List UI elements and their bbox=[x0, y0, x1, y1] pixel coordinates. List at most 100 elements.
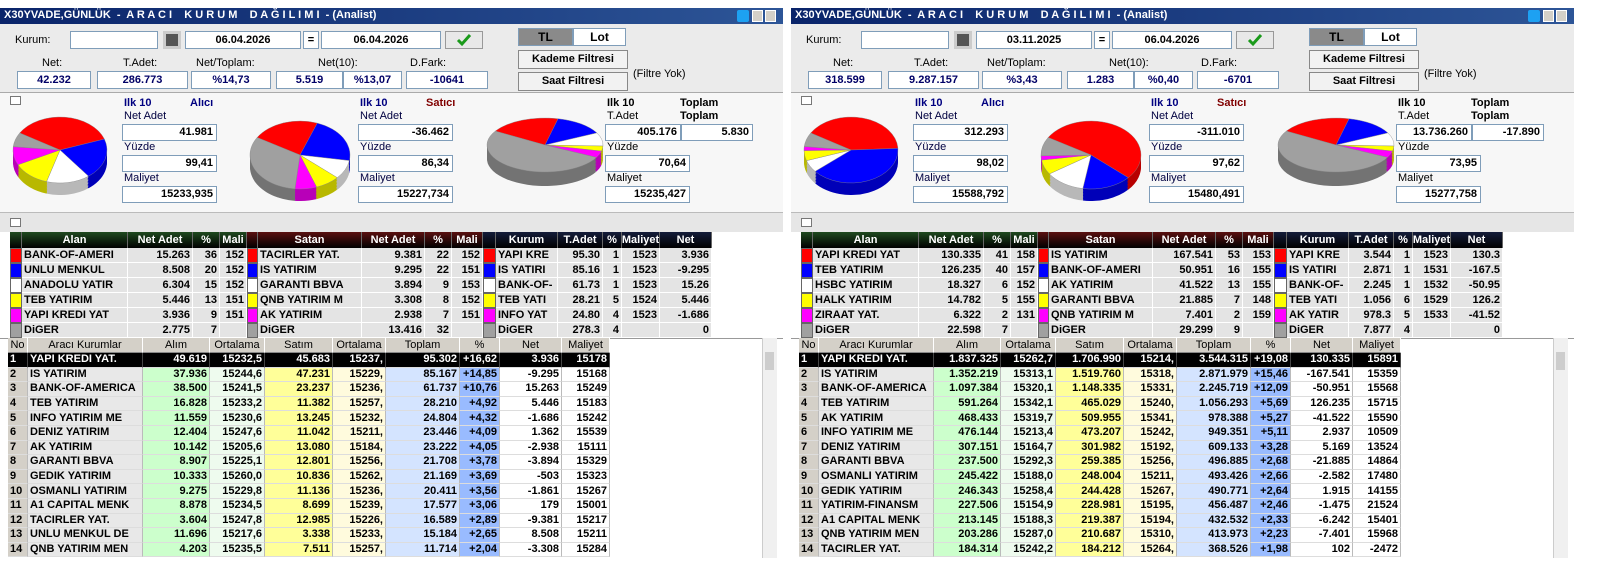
stat-value: 99,41 bbox=[122, 155, 217, 172]
table-cell: 152 bbox=[452, 248, 483, 263]
column-header[interactable]: % bbox=[1251, 338, 1291, 353]
table-cell: DiGER bbox=[813, 323, 919, 338]
table-cell: 15262, bbox=[333, 469, 386, 485]
button[interactable]: Kademe Filtresi bbox=[518, 50, 628, 69]
divider-strip bbox=[791, 213, 1574, 232]
column-header[interactable]: % bbox=[460, 338, 500, 353]
table-cell: -21.885 bbox=[1291, 455, 1353, 470]
table-cell: 227.506 bbox=[934, 499, 1001, 514]
calendar-button[interactable] bbox=[954, 31, 972, 49]
column-header[interactable]: Ortalama bbox=[210, 338, 265, 353]
table-header bbox=[801, 232, 813, 248]
button[interactable]: Saat Filtresi bbox=[518, 72, 628, 91]
scroll-thumb[interactable] bbox=[1556, 352, 1565, 370]
column-header[interactable]: Satım bbox=[1056, 338, 1124, 353]
table-cell: 246.343 bbox=[934, 484, 1001, 499]
column-header[interactable]: Maliyet bbox=[562, 338, 610, 353]
table-cell: 278.3 bbox=[558, 323, 603, 338]
table-cell: 37.936 bbox=[143, 367, 210, 383]
scrollbar[interactable] bbox=[1553, 338, 1568, 558]
table-cell: +5,27 bbox=[1251, 411, 1291, 426]
table-cell: 131 bbox=[1011, 308, 1038, 323]
table-cell: IS YATIRIM bbox=[819, 367, 934, 383]
button[interactable]: Kademe Filtresi bbox=[1309, 50, 1419, 69]
table-cell: 15233, bbox=[333, 528, 386, 543]
restore-button[interactable] bbox=[1543, 10, 1554, 22]
calendar-button[interactable] bbox=[163, 31, 181, 49]
restore-button[interactable] bbox=[752, 10, 763, 22]
toggle-tl[interactable]: TL bbox=[518, 28, 573, 46]
column-header[interactable]: Toplam bbox=[1177, 338, 1251, 353]
table-cell: 1.706.990 bbox=[1056, 353, 1124, 368]
collapse-button[interactable] bbox=[801, 218, 812, 227]
apply-button[interactable] bbox=[1236, 31, 1274, 49]
scrollbar[interactable] bbox=[762, 338, 777, 558]
column-header[interactable]: Net bbox=[1291, 338, 1353, 353]
column-header[interactable]: Alım bbox=[934, 338, 1001, 353]
table-cell: UNLU MENKUL DE bbox=[28, 528, 143, 543]
table-cell: 15341, bbox=[1124, 411, 1177, 426]
column-header[interactable]: Alım bbox=[143, 338, 210, 353]
color-indicator bbox=[1274, 278, 1287, 293]
table-cell: 591.264 bbox=[934, 396, 1001, 412]
column-header[interactable]: No bbox=[799, 338, 819, 353]
table-cell: 15211, bbox=[333, 426, 386, 441]
apply-button[interactable] bbox=[445, 31, 483, 49]
date-to[interactable]: 06.04.2026 bbox=[321, 31, 441, 49]
table-cell: +14,85 bbox=[460, 367, 500, 383]
stat-value: 405.176 bbox=[605, 124, 681, 141]
toggle-lot[interactable]: Lot bbox=[573, 28, 626, 46]
table-cell: 151 bbox=[452, 263, 483, 278]
table-cell: +3,06 bbox=[460, 499, 500, 514]
table-cell: 153 bbox=[1243, 248, 1274, 263]
date-to[interactable]: 06.04.2026 bbox=[1112, 31, 1232, 49]
column-header[interactable]: Maliyet bbox=[1353, 338, 1401, 353]
date-from[interactable]: 03.11.2025 bbox=[976, 31, 1092, 49]
close-button[interactable] bbox=[1556, 10, 1567, 22]
table-cell: 22.598 bbox=[919, 323, 984, 338]
table-header: % bbox=[1216, 232, 1243, 248]
close-button[interactable] bbox=[765, 10, 776, 22]
table-cell: -1.686 bbox=[500, 411, 562, 426]
table-cell: DiGER bbox=[496, 323, 558, 338]
kurum-input[interactable] bbox=[70, 31, 158, 49]
kurum-input[interactable] bbox=[861, 31, 949, 49]
table-cell: OSMANLI YATIRIM bbox=[28, 484, 143, 499]
table-cell: 15257, bbox=[333, 542, 386, 558]
summary-value: 42.232 bbox=[17, 71, 91, 89]
column-header[interactable]: No bbox=[8, 338, 28, 353]
toggle-lot[interactable]: Lot bbox=[1364, 28, 1417, 46]
summary-value: %14,73 bbox=[191, 71, 271, 89]
column-header[interactable]: Ortalama bbox=[1001, 338, 1056, 353]
table-cell: 8.508 bbox=[128, 263, 193, 278]
table-cell: 1523 bbox=[622, 278, 660, 293]
column-header[interactable]: Ortalama bbox=[333, 338, 386, 353]
table-cell: 1.362 bbox=[500, 426, 562, 441]
column-header[interactable]: Satım bbox=[265, 338, 333, 353]
column-header[interactable]: Toplam bbox=[386, 338, 460, 353]
table-cell: 4 bbox=[1394, 323, 1413, 338]
table-cell: 11.696 bbox=[143, 528, 210, 543]
collapse-button[interactable] bbox=[10, 218, 21, 227]
table-cell: 10 bbox=[8, 484, 28, 499]
stat-value: 98,02 bbox=[913, 155, 1008, 172]
table-header: % bbox=[603, 232, 622, 248]
table-cell: 4 bbox=[799, 396, 819, 412]
table-cell: 978.3 bbox=[1349, 308, 1394, 323]
label: Net(10): bbox=[318, 58, 358, 69]
collapse-button[interactable] bbox=[10, 96, 21, 105]
column-header[interactable]: Aracı Kurumlar bbox=[28, 338, 143, 353]
button[interactable]: Saat Filtresi bbox=[1309, 72, 1419, 91]
column-header[interactable]: Aracı Kurumlar bbox=[819, 338, 934, 353]
table-cell: 15256, bbox=[1124, 455, 1177, 470]
table-cell: YAPI KREDI YAT bbox=[813, 248, 919, 263]
table-cell: HSBC YATIRIM bbox=[813, 278, 919, 293]
column-header[interactable]: Ortalama bbox=[1124, 338, 1177, 353]
toggle-tl[interactable]: TL bbox=[1309, 28, 1364, 46]
date-from[interactable]: 06.04.2026 bbox=[185, 31, 301, 49]
scroll-thumb[interactable] bbox=[765, 352, 774, 370]
label: T.Adet bbox=[1398, 111, 1430, 122]
label: Maliyet bbox=[360, 173, 395, 184]
column-header[interactable]: Net bbox=[500, 338, 562, 353]
collapse-button[interactable] bbox=[801, 96, 812, 105]
